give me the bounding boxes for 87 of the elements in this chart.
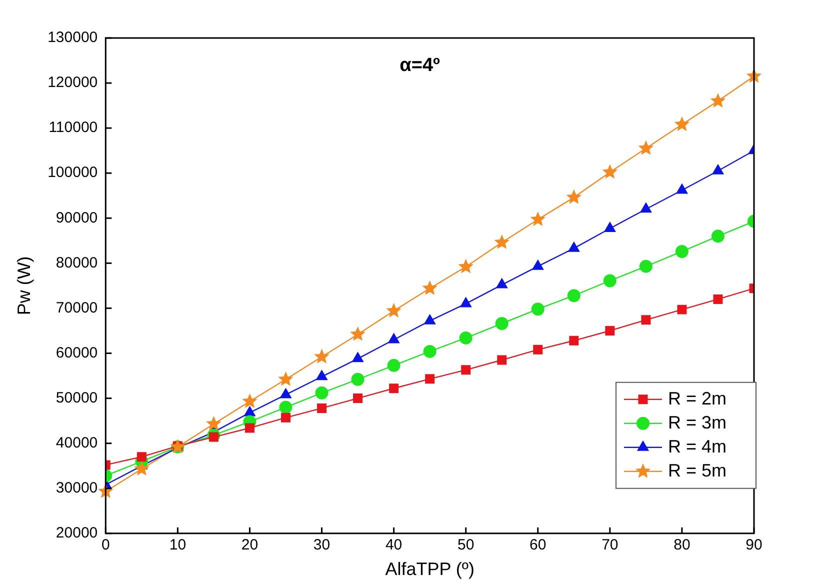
x-tick-label: 80: [674, 536, 690, 554]
point: [604, 222, 616, 232]
point: [136, 452, 146, 462]
y-tick-label: 110000: [48, 119, 98, 136]
y-tick-label: 40000: [56, 434, 98, 452]
point: [315, 386, 328, 400]
point: [566, 189, 582, 204]
x-tick-label: 20: [241, 536, 258, 554]
point: [316, 370, 328, 380]
point: [281, 412, 290, 422]
point: [278, 371, 294, 386]
x-tick-label: 60: [530, 536, 546, 554]
point: [424, 314, 436, 324]
y-tick-label: 100000: [48, 164, 98, 182]
point: [387, 358, 400, 372]
y-tick-label: 70000: [56, 299, 98, 316]
y-tick-label: 60000: [56, 344, 98, 362]
y-tick-label: 20000: [56, 524, 98, 542]
x-tick-label: 0: [101, 536, 110, 554]
x-tick-label: 10: [169, 536, 186, 554]
legend-label: R = 4m: [668, 436, 727, 456]
point: [494, 234, 510, 249]
legend-label: R = 2m: [668, 388, 727, 408]
y-tick-label: 90000: [56, 209, 98, 226]
point: [314, 348, 330, 364]
point: [458, 258, 474, 274]
point: [641, 315, 651, 325]
point: [280, 388, 292, 398]
point: [459, 331, 472, 344]
point: [350, 326, 366, 341]
point: [279, 400, 292, 414]
y-tick-label: 130000: [48, 29, 98, 46]
point: [386, 302, 402, 318]
point: [388, 333, 400, 344]
point: [495, 317, 508, 330]
text: α=4º: [400, 55, 440, 76]
x-tick-label: 30: [313, 536, 330, 554]
y-tick-label: 80000: [56, 254, 98, 272]
point: [244, 406, 256, 416]
point: [712, 164, 724, 174]
point: [567, 289, 580, 302]
point: [497, 355, 507, 365]
point: [638, 140, 654, 155]
point: [134, 461, 150, 476]
point: [351, 372, 364, 386]
y-tick-label: 30000: [56, 480, 98, 497]
legend-label: R = 3m: [668, 412, 727, 432]
point: [676, 184, 688, 194]
point: [639, 260, 652, 273]
point: [569, 336, 579, 346]
point: [206, 416, 222, 430]
point: [674, 116, 690, 131]
legend-label: R = 5m: [668, 460, 727, 480]
point: [461, 365, 471, 375]
point: [533, 344, 543, 354]
point: [460, 297, 472, 308]
y-axis-title: Pw (W): [14, 256, 34, 316]
point: [425, 374, 435, 384]
point: [353, 394, 363, 404]
point: [675, 244, 688, 258]
point: [423, 344, 436, 358]
point: [244, 423, 254, 433]
x-tick-label: 40: [385, 536, 402, 554]
x-tick-label: 90: [746, 536, 762, 554]
point: [422, 280, 438, 295]
point: [496, 278, 508, 288]
point: [317, 403, 327, 413]
point: [352, 352, 364, 362]
point: [568, 242, 580, 252]
point: [530, 211, 546, 226]
point: [677, 304, 687, 314]
point: [602, 164, 618, 179]
point: [242, 393, 258, 408]
x-axis-title: AlfaTPP (º): [385, 559, 474, 580]
point: [389, 384, 399, 394]
point: [640, 202, 652, 213]
y-tick-label: 120000: [48, 74, 98, 92]
x-tick-label: 70: [602, 536, 618, 554]
point: [531, 302, 544, 316]
x-tick-label: 50: [458, 536, 474, 554]
point: [532, 260, 544, 270]
point: [713, 294, 723, 304]
y-tick-label: 50000: [56, 389, 98, 406]
point: [603, 274, 616, 288]
point: [710, 93, 726, 108]
point: [711, 230, 724, 243]
point: [605, 326, 615, 336]
